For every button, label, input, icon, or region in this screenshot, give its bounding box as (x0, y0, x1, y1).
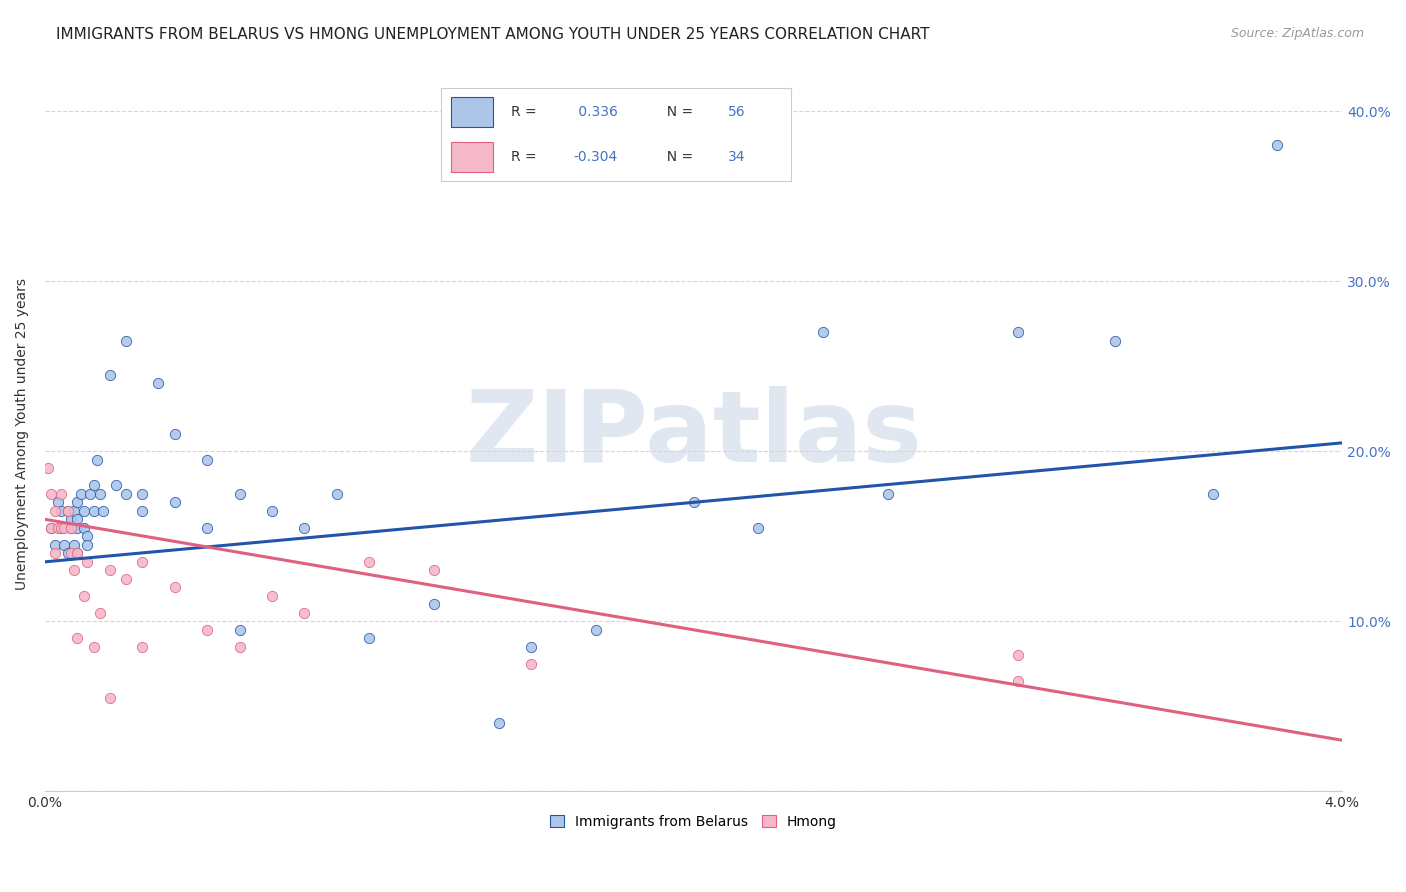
Point (69, 487, 91, 501)
Point (98, 368, 121, 382)
Point (41, 521, 63, 535)
Point (44, 538, 66, 552)
Point (585, 623, 607, 637)
Point (79, 487, 101, 501)
Point (93, 504, 115, 518)
Point (76, 529, 98, 543)
Legend: Immigrants from Belarus, Hmong: Immigrants from Belarus, Hmong (544, 809, 842, 834)
Point (63, 504, 86, 518)
Point (195, 453, 218, 467)
Text: IMMIGRANTS FROM BELARUS VS HMONG UNEMPLOYMENT AMONG YOUTH UNDER 25 YEARS CORRELA: IMMIGRANTS FROM BELARUS VS HMONG UNEMPLO… (56, 27, 929, 42)
Point (747, 521, 769, 535)
Point (131, 640, 153, 654)
Point (1007, 673, 1029, 688)
Point (59, 521, 82, 535)
Point (46, 521, 69, 535)
Text: Source: ZipAtlas.com: Source: ZipAtlas.com (1230, 27, 1364, 40)
Point (98, 690, 121, 705)
Point (228, 487, 250, 501)
Point (41, 487, 63, 501)
Point (163, 427, 186, 442)
Point (260, 504, 283, 518)
Point (59, 546, 82, 560)
Point (423, 597, 446, 611)
Point (86, 453, 108, 467)
Point (260, 589, 283, 603)
Point (1007, 326, 1029, 340)
Point (73, 504, 96, 518)
Point (115, 334, 138, 348)
Point (53, 538, 76, 552)
Point (83, 504, 105, 518)
Point (98, 563, 121, 577)
Point (44, 546, 66, 560)
Point (115, 572, 138, 586)
Point (89, 487, 111, 501)
Point (53, 521, 76, 535)
Point (51, 521, 73, 535)
Point (73, 521, 96, 535)
Point (131, 504, 153, 518)
Point (294, 606, 316, 620)
Point (195, 521, 218, 535)
Point (228, 623, 250, 637)
Point (163, 495, 186, 509)
Point (1267, 138, 1289, 153)
Point (66, 495, 89, 509)
Y-axis label: Unemployment Among Youth under 25 years: Unemployment Among Youth under 25 years (15, 278, 30, 591)
Point (131, 487, 153, 501)
Point (1201, 487, 1223, 501)
Point (1104, 334, 1126, 348)
Point (115, 487, 138, 501)
Point (63, 563, 86, 577)
Point (877, 487, 900, 501)
Point (66, 512, 89, 526)
Point (63, 538, 86, 552)
Point (56, 504, 79, 518)
Point (66, 546, 89, 560)
Point (359, 555, 381, 569)
Point (46, 495, 69, 509)
Point (76, 555, 98, 569)
Point (520, 640, 543, 654)
Point (59, 521, 82, 535)
Point (105, 478, 128, 492)
Text: ZIPatlas: ZIPatlas (465, 386, 922, 483)
Point (83, 640, 105, 654)
Point (66, 632, 89, 646)
Point (51, 487, 73, 501)
Point (51, 521, 73, 535)
Point (56, 546, 79, 560)
Point (195, 623, 218, 637)
Point (131, 555, 153, 569)
Point (51, 504, 73, 518)
Point (488, 716, 510, 731)
Point (520, 657, 543, 671)
Point (83, 478, 105, 492)
Point (163, 580, 186, 594)
Point (228, 640, 250, 654)
Point (37, 461, 59, 475)
Point (73, 589, 96, 603)
Point (44, 504, 66, 518)
Point (76, 538, 98, 552)
Point (326, 487, 349, 501)
Point (41, 521, 63, 535)
Point (66, 521, 89, 535)
Point (813, 326, 835, 340)
Point (359, 632, 381, 646)
Point (423, 563, 446, 577)
Point (682, 495, 704, 509)
Point (66, 546, 89, 560)
Point (294, 521, 316, 535)
Point (1007, 648, 1029, 663)
Point (148, 376, 170, 391)
Point (89, 606, 111, 620)
Point (59, 512, 82, 526)
Point (56, 504, 79, 518)
